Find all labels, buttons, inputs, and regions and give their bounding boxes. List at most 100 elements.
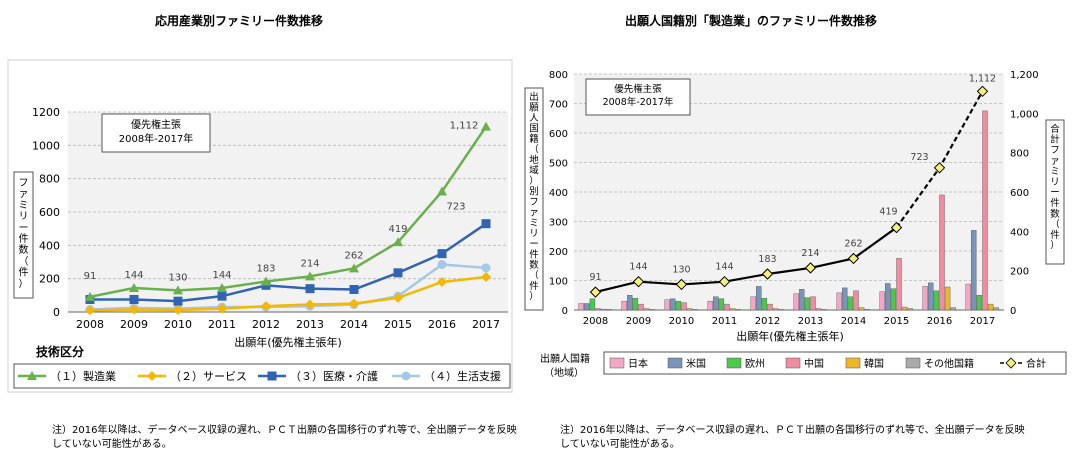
right-y-axis-label: 数 (529, 259, 539, 271)
right-y-tick-label: 0 (562, 306, 568, 317)
right-bar (896, 258, 902, 311)
right-total-label: 723 (910, 152, 928, 163)
left-series-line (90, 222, 487, 303)
right-y-axis-label: （ (529, 270, 539, 282)
right-bar (907, 308, 913, 311)
right-annotation-box (585, 78, 691, 116)
left-y-tick-label: 200 (39, 273, 60, 286)
left-legend-marker (147, 371, 157, 381)
right-y2-tick-label: 1,200 (1010, 70, 1039, 81)
right-bar (799, 289, 805, 311)
left-y-axis-label: 数 (19, 243, 29, 256)
right-y-axis-label: 域 (529, 165, 539, 177)
right-x-tick-label: 2015 (884, 316, 909, 327)
right-bar (643, 308, 650, 311)
right-y-axis-label: 人 (529, 113, 539, 124)
right-y2-axis-label: ミ (1050, 166, 1060, 177)
right-bar (578, 303, 584, 311)
right-total-label: 144 (629, 262, 647, 273)
right-annotation-text: 2008年-2017年 (603, 96, 674, 108)
right-legend-swatch (667, 357, 683, 369)
right-bar (982, 110, 988, 311)
right-legend-swatch (905, 357, 921, 369)
right-bar (987, 303, 994, 311)
left-data-point (437, 277, 447, 287)
right-y-axis-label: ー (529, 239, 539, 250)
left-annotation-text: 優先権主張 (131, 118, 181, 131)
right-y2-tick-label: 1,000 (1010, 109, 1039, 120)
right-bar (939, 194, 945, 311)
left-data-point (305, 271, 315, 281)
left-data-point (349, 263, 359, 273)
right-y-tick-label: 400 (549, 188, 568, 199)
right-y-tick-label: 600 (549, 129, 568, 140)
right-y-axis-label: 別 (529, 187, 539, 198)
left-x-tick-label: 2012 (252, 318, 280, 331)
right-legend-label: 欧州 (745, 358, 765, 370)
right-bar (933, 290, 940, 311)
left-y-axis-label: （ (19, 255, 29, 267)
right-total-label: 214 (801, 248, 819, 259)
left-data-label: 419 (388, 224, 407, 235)
right-x-tick-label: 2011 (712, 316, 737, 327)
left-series-line (89, 125, 488, 299)
left-data-point (349, 298, 359, 309)
left-data-point (85, 305, 95, 316)
left-data-point (481, 272, 491, 282)
left-data-label: 723 (446, 202, 465, 213)
right-total-label: 130 (672, 264, 690, 275)
right-total-label: 144 (715, 262, 733, 273)
right-bar (810, 296, 816, 311)
left-y-tick-label: 1200 (32, 106, 60, 119)
right-bar (589, 298, 596, 311)
left-legend-label: （２）サービス (170, 370, 247, 383)
left-legend-label: （１）製造業 (50, 369, 116, 383)
left-data-point (437, 186, 447, 196)
left-data-point (261, 276, 271, 286)
left-y-axis-label: ァ (19, 189, 29, 200)
right-y-axis-label: ァ (529, 208, 539, 219)
left-data-point (349, 285, 359, 294)
right-bar (692, 309, 698, 311)
right-y2-axis-label: 件 (1050, 229, 1060, 241)
left-data-point (393, 292, 403, 303)
left-chart-frame (7, 59, 513, 393)
right-y-axis-label: 国 (529, 124, 539, 135)
right-bar (649, 309, 655, 311)
right-bar (675, 300, 682, 311)
right-bar (606, 309, 612, 311)
left-y-axis-label: リ (19, 212, 29, 223)
right-bar (761, 298, 768, 311)
left-data-point (217, 291, 227, 301)
left-legend-title: 技術区分 (36, 344, 84, 359)
right-y-tick-label: 200 (549, 247, 568, 258)
right-legend-total-marker (1005, 357, 1017, 369)
right-y-axis-label: 件 (529, 249, 539, 261)
right-bar (864, 309, 870, 311)
right-bar (821, 309, 827, 311)
right-bar (853, 290, 859, 311)
right-x-tick-label: 2012 (755, 316, 780, 327)
right-legend-swatch (785, 357, 801, 369)
left-footnote: 注）2016年以降は、データベース収録の遅れ、ＰＣＴ出願の各国移行のずれ等で、全… (52, 425, 517, 450)
right-y2-axis-label: 数 (1050, 208, 1060, 220)
left-x-tick-label: 2015 (384, 318, 412, 331)
right-bar (965, 283, 971, 311)
right-bar (621, 300, 627, 311)
left-data-point (129, 304, 139, 315)
right-total-label: 262 (844, 238, 862, 249)
right-y-tick-label: 100 (549, 277, 568, 288)
left-data-point (437, 260, 447, 269)
left-data-point (393, 237, 403, 247)
right-y-axis-label-box (524, 87, 544, 311)
right-bar (600, 308, 607, 311)
left-y-tick-label: 0 (53, 306, 60, 319)
right-y-axis-label: ミ (529, 218, 539, 229)
right-bar (778, 309, 784, 311)
right-x-tick-label: 2013 (798, 316, 823, 327)
left-x-tick-label: 2016 (428, 318, 456, 331)
right-bar (971, 230, 977, 311)
right-y2-axis-label: 計 (1050, 134, 1060, 146)
left-data-point (129, 295, 139, 304)
right-bar (670, 298, 676, 311)
